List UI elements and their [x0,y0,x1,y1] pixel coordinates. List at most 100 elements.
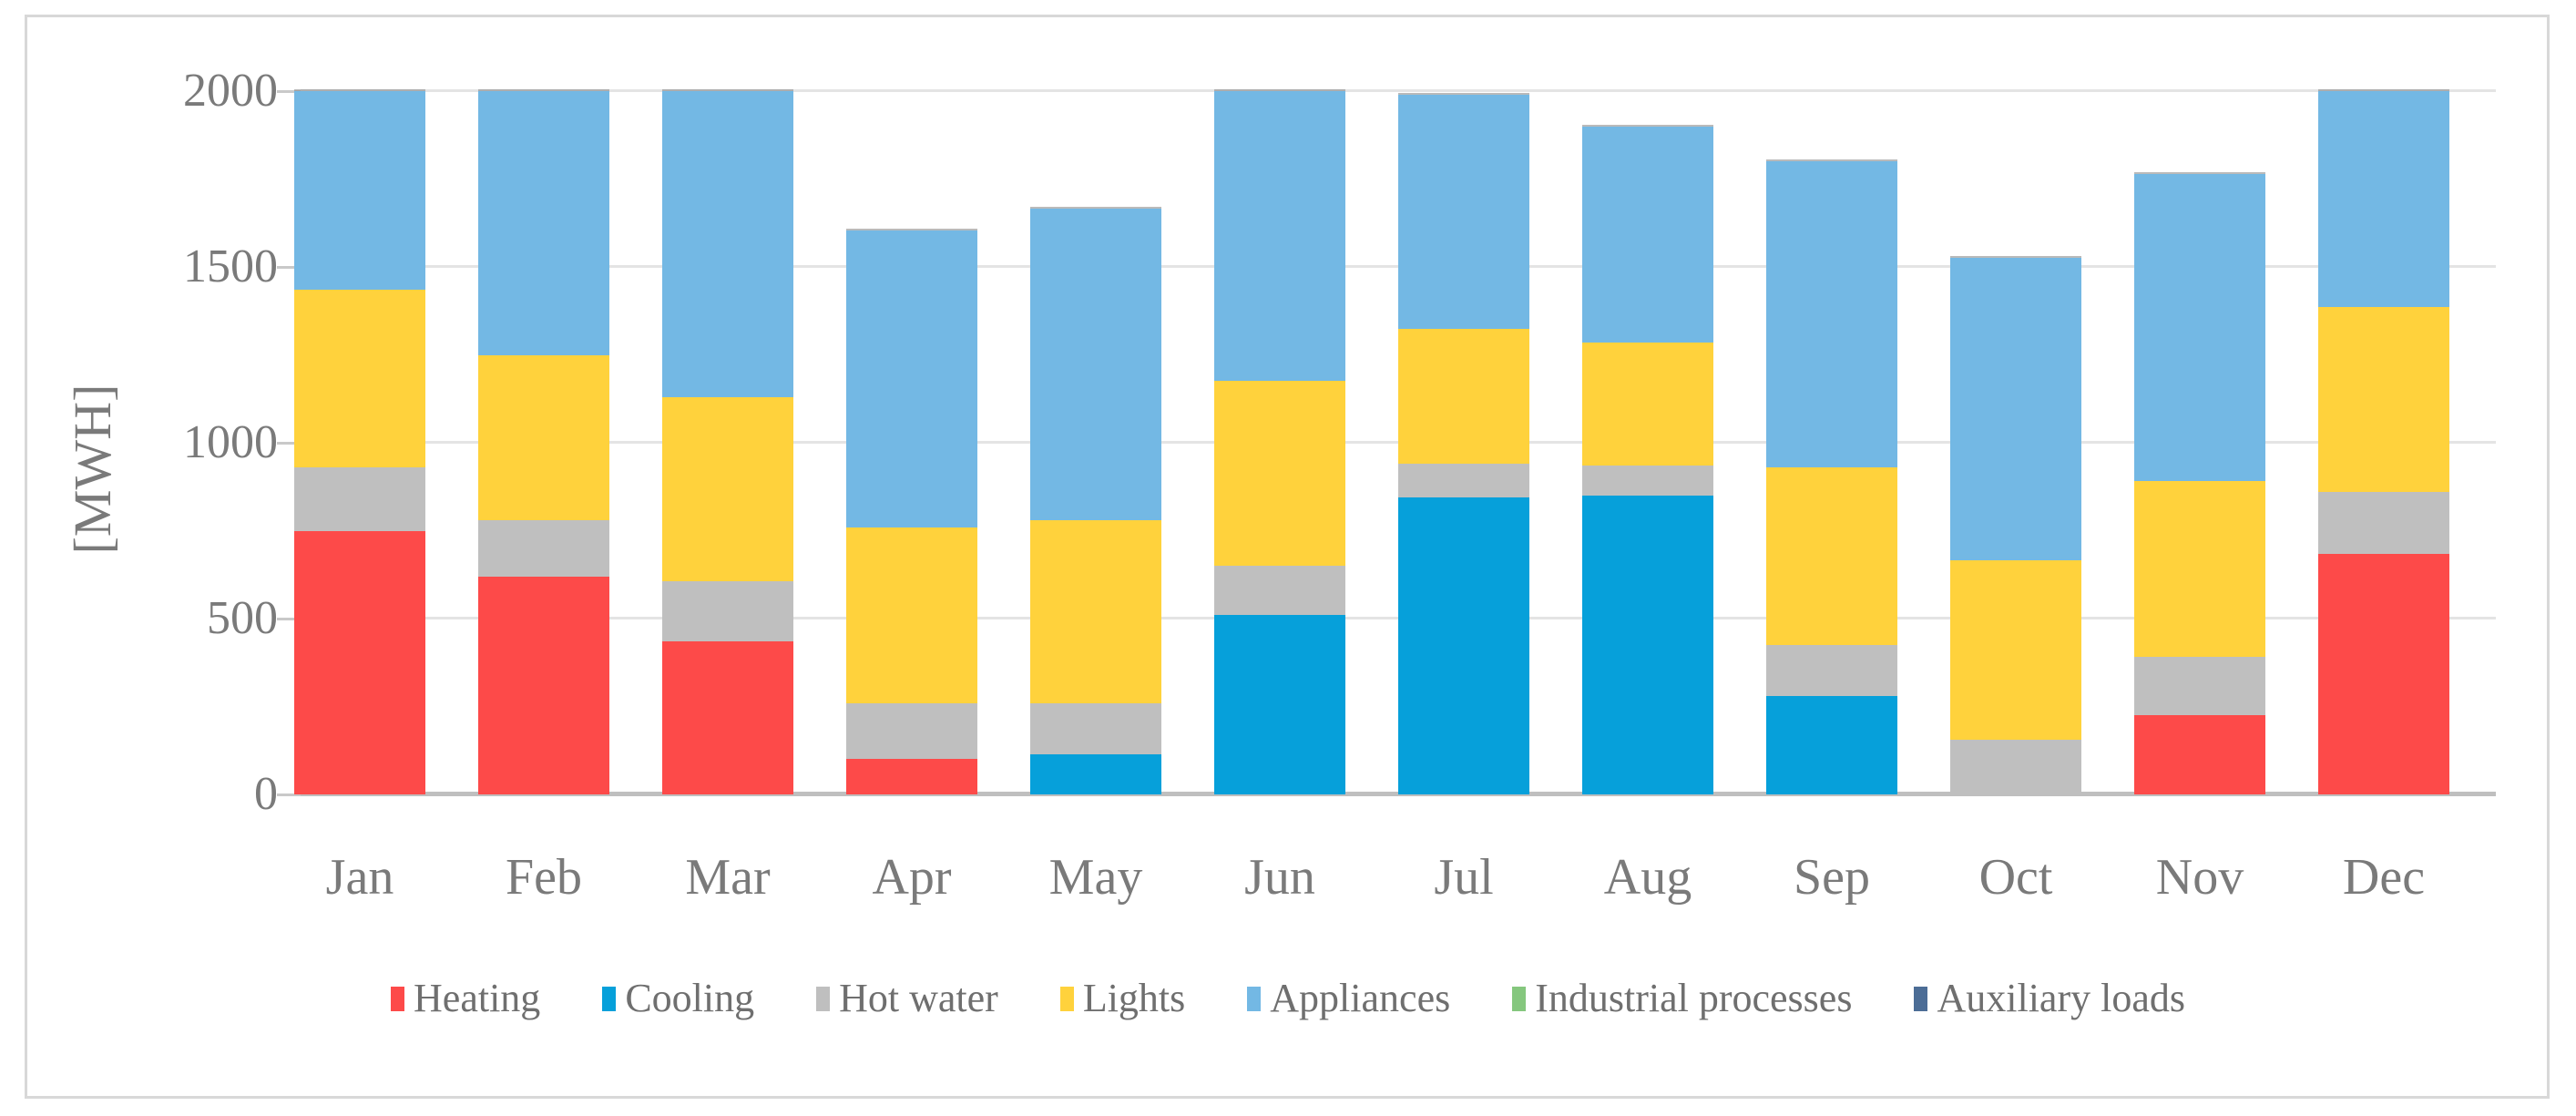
legend-swatch-hot-water [816,986,831,1011]
segment-jun-appliances [1214,91,1345,382]
bar-feb [478,91,609,794]
legend-item-lights: Lights [1059,975,1186,1022]
x-tick-label-aug: Aug [1603,849,1692,906]
segment-apr-lights [846,527,977,703]
bar-mar [662,91,793,794]
bar-sep [1766,161,1897,794]
legend-item-hot-water: Hot water [816,975,998,1022]
segment-oct-lights [1950,560,2081,741]
y-tick-label-2000: 2000 [183,65,278,117]
segment-jul-lights [1398,328,1529,465]
y-tick-label-1000: 1000 [183,416,278,468]
legend-label-auxiliary-loads: Auxiliary loads [1937,976,2185,1020]
segment-mar-hot-water [662,581,793,642]
x-tick-label-jul: Jul [1434,849,1494,906]
segment-jul-hot-water [1398,464,1529,497]
x-tick-label-sep: Sep [1794,849,1870,906]
segment-feb-lights [478,354,609,520]
bar-jan [294,91,425,794]
segment-mar-heating [662,641,793,794]
x-tick-label-may: May [1048,849,1143,906]
y-tick-mark-1000 [277,442,301,445]
legend-item-auxiliary-loads: Auxiliary loads [1914,975,2185,1022]
segment-mar-appliances [662,91,793,397]
segment-dec-hot-water [2318,492,2449,554]
x-tick-label-jun: Jun [1244,849,1315,906]
segment-nov-appliances [2134,173,2265,482]
segment-feb-hot-water [478,519,609,577]
segment-feb-appliances [478,91,609,355]
segment-aug-appliances [1582,126,1713,343]
segment-dec-appliances [2318,91,2449,308]
y-tick-mark-2000 [277,90,301,93]
x-tick-label-jan: Jan [325,849,394,906]
bar-dec [2318,91,2449,794]
segment-sep-lights [1766,467,1897,645]
segment-sep-hot-water [1766,644,1897,696]
segment-nov-hot-water [2134,657,2265,716]
legend-item-appliances: Appliances [1247,975,1450,1022]
legend-label-hot-water: Hot water [839,976,998,1020]
bar-jul [1398,94,1529,794]
segment-dec-lights [2318,307,2449,493]
legend-label-lights: Lights [1082,976,1186,1020]
bar-aug [1582,126,1713,794]
segment-may-hot-water [1030,702,1161,754]
x-tick-label-apr: Apr [872,849,952,906]
legend-label-cooling: Cooling [625,976,755,1020]
segment-aug-cooling [1582,495,1713,794]
segment-feb-heating [478,576,609,794]
segment-jan-lights [294,290,425,468]
segment-jan-heating [294,530,425,794]
segment-nov-heating [2134,715,2265,794]
bar-nov [2134,173,2265,794]
legend-item-cooling: Cooling [602,975,754,1022]
legend-swatch-heating [391,986,405,1011]
x-tick-label-oct: Oct [1978,849,2053,906]
bar-jun [1214,91,1345,794]
y-tick-label-1500: 1500 [183,241,278,292]
legend-swatch-auxiliary-loads [1914,986,1928,1011]
segment-apr-hot-water [846,702,977,760]
bar-apr [846,230,977,794]
legend-label-appliances: Appliances [1270,976,1451,1020]
y-tick-label-0: 0 [254,768,278,820]
segment-apr-appliances [846,230,977,527]
segment-jan-hot-water [294,467,425,531]
y-tick-mark-0 [277,793,301,796]
segment-jul-cooling [1398,497,1529,794]
segment-mar-lights [662,396,793,582]
segment-oct-appliances [1950,258,2081,561]
segment-jan-appliances [294,91,425,291]
legend-swatch-industrial-processes [1512,986,1527,1011]
segment-nov-lights [2134,481,2265,658]
x-tick-label-nov: Nov [2155,849,2244,906]
bar-may [1030,209,1161,794]
segment-sep-appliances [1766,161,1897,468]
segment-jun-lights [1214,381,1345,567]
segment-sep-cooling [1766,695,1897,794]
segment-aug-lights [1582,343,1713,466]
legend-swatch-lights [1059,986,1074,1011]
legend-swatch-appliances [1247,986,1262,1011]
x-tick-label-dec: Dec [2342,849,2426,906]
segment-oct-hot-water [1950,740,2081,794]
segment-may-cooling [1030,753,1161,794]
segment-apr-heating [846,759,977,794]
segment-dec-heating [2318,553,2449,794]
y-tick-mark-1500 [277,266,301,269]
legend-label-heating: Heating [414,976,541,1020]
segment-may-lights [1030,519,1161,703]
legend-item-industrial-processes: Industrial processes [1512,975,1852,1022]
gridline-2000 [301,89,2496,92]
segment-aug-hot-water [1582,466,1713,496]
y-tick-label-500: 500 [207,592,278,644]
segment-jul-appliances [1398,94,1529,329]
segment-jun-cooling [1214,615,1345,794]
bar-oct [1950,258,2081,794]
segment-jun-hot-water [1214,566,1345,616]
x-tick-label-mar: Mar [685,849,771,906]
legend-label-industrial-processes: Industrial processes [1535,976,1853,1020]
legend-swatch-cooling [602,986,617,1011]
plot-area [294,89,2496,796]
